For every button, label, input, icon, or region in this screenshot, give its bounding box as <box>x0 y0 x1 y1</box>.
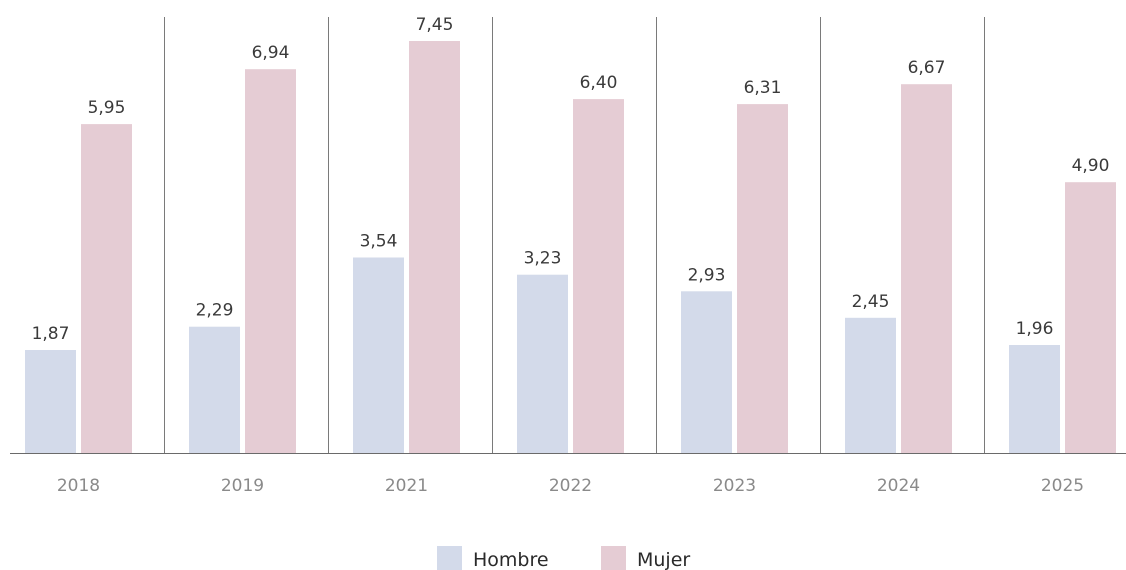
value-label-mujer-2021: 7,45 <box>416 15 454 35</box>
bar-mujer-2025 <box>1065 182 1116 454</box>
x-tick-label-2021: 2021 <box>385 476 428 496</box>
x-tick-label-2018: 2018 <box>57 476 100 496</box>
value-label-hombre-2024: 2,45 <box>852 292 890 312</box>
bar-hombre-2024 <box>845 317 896 454</box>
legend-label-hombre: Hombre <box>473 549 549 570</box>
x-tick-label-2019: 2019 <box>221 476 264 496</box>
x-tick-label-2024: 2024 <box>877 476 920 496</box>
value-label-hombre-2023: 2,93 <box>688 265 726 285</box>
bar-hombre-2023 <box>681 291 732 454</box>
value-label-mujer-2018: 5,95 <box>88 98 126 118</box>
legend-label-mujer: Mujer <box>637 549 690 570</box>
value-label-hombre-2021: 3,54 <box>360 232 398 252</box>
value-label-mujer-2023: 6,31 <box>744 78 782 98</box>
x-tick-label-2025: 2025 <box>1041 476 1084 496</box>
bar-hombre-2022 <box>517 274 568 454</box>
value-label-mujer-2022: 6,40 <box>580 73 618 93</box>
value-label-mujer-2025: 4,90 <box>1072 156 1110 176</box>
x-axis-tick-labels: 2018 2019 2021 2022 2023 2024 2025 <box>57 476 1084 496</box>
value-label-hombre-2022: 3,23 <box>524 249 562 269</box>
value-label-mujer-2019: 6,94 <box>252 43 290 63</box>
bar-hombre-2021 <box>353 257 404 454</box>
category-separators <box>164 17 985 454</box>
bar-mujer-2023 <box>737 104 788 454</box>
legend: Hombre Mujer <box>437 546 690 570</box>
value-label-mujer-2024: 6,67 <box>908 58 946 78</box>
x-tick-label-2022: 2022 <box>549 476 592 496</box>
value-label-hombre-2025: 1,96 <box>1016 319 1054 339</box>
bar-mujer-2022 <box>573 99 624 454</box>
value-label-hombre-2018: 1,87 <box>32 324 70 344</box>
legend-item-mujer: Mujer <box>601 546 690 570</box>
legend-swatch-mujer <box>601 546 626 570</box>
bar-mujer-2021 <box>409 41 460 454</box>
value-label-hombre-2019: 2,29 <box>196 301 234 321</box>
bar-hombre-2025 <box>1009 345 1060 454</box>
x-tick-label-2023: 2023 <box>713 476 756 496</box>
bars <box>25 41 1116 454</box>
bar-mujer-2018 <box>81 124 132 454</box>
legend-item-hombre: Hombre <box>437 546 549 570</box>
value-labels: 1,87 5,95 2,29 6,94 3,54 7,45 3,23 6,40 2,93 6,31… <box>32 15 1110 344</box>
bar-hombre-2019 <box>189 326 240 454</box>
bar-mujer-2019 <box>245 69 296 454</box>
bar-mujer-2024 <box>901 84 952 454</box>
bar-hombre-2018 <box>25 350 76 454</box>
legend-swatch-hombre <box>437 546 462 570</box>
